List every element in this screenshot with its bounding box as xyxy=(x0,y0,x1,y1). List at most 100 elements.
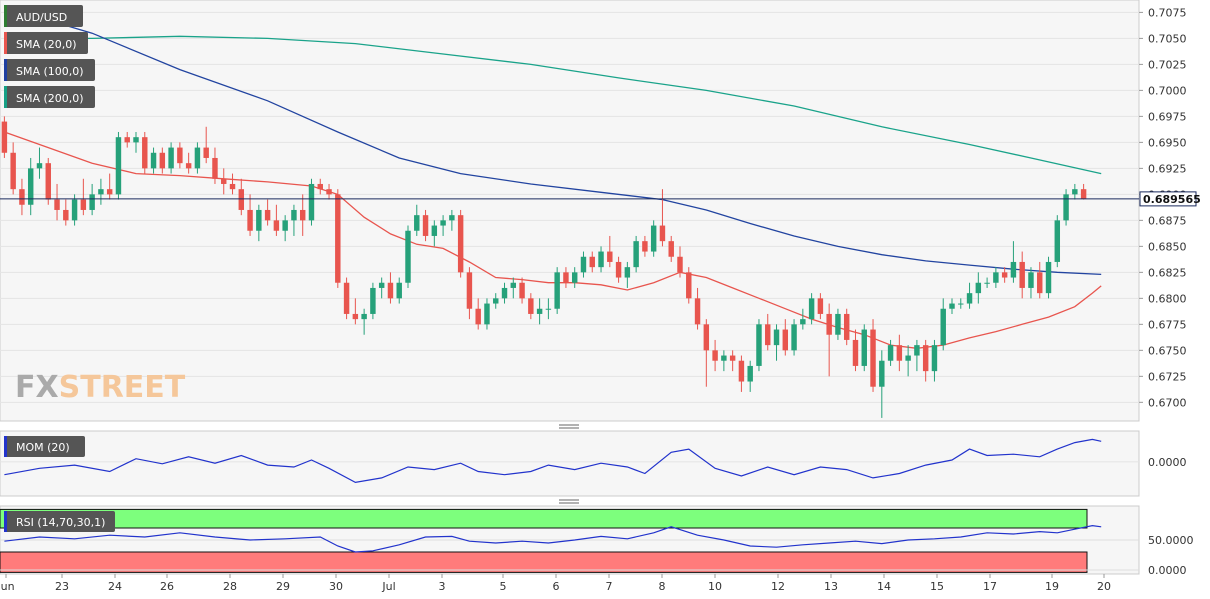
candle xyxy=(747,360,753,392)
resize-handle-momentum[interactable] xyxy=(559,499,579,504)
main-grid xyxy=(0,11,1139,403)
candle-body xyxy=(1019,261,1025,288)
candle xyxy=(966,282,973,309)
candle xyxy=(387,272,394,304)
candle-body xyxy=(975,282,982,294)
candle xyxy=(396,277,402,304)
candle-body xyxy=(475,308,481,325)
candle xyxy=(194,142,201,174)
time-tick-label: 29 xyxy=(276,580,290,593)
candle-body xyxy=(449,215,455,221)
legend-item-audusd[interactable]: AUD/USD xyxy=(4,5,83,27)
candle-body xyxy=(493,298,499,304)
candle-body xyxy=(870,329,876,387)
candlesticks xyxy=(1,116,1087,418)
candle-body xyxy=(27,168,34,205)
candle xyxy=(1019,251,1025,299)
time-tick-label: 17 xyxy=(983,580,997,593)
watermark-street: STREET xyxy=(59,370,186,405)
candle-body xyxy=(36,163,43,169)
candle xyxy=(256,204,262,242)
candle-body xyxy=(229,183,236,190)
candle xyxy=(308,178,315,226)
candle xyxy=(922,339,929,382)
time-tick-label: 26 xyxy=(160,580,174,593)
candle-body xyxy=(607,251,613,262)
candle-body xyxy=(773,329,780,346)
candle xyxy=(650,220,657,257)
candle xyxy=(808,293,815,325)
time-tick-label: 23 xyxy=(55,580,69,593)
candle xyxy=(326,183,332,200)
candle-body xyxy=(563,272,569,283)
candle xyxy=(931,339,938,382)
price-tick-label: 0.6925 xyxy=(1148,162,1187,175)
legend-label-momentum: MOM (20) xyxy=(16,441,70,454)
candle-body xyxy=(940,308,946,346)
watermark: FXSTREET xyxy=(15,370,186,405)
candle xyxy=(633,235,639,273)
legend-item-sma20[interactable]: SMA (20,0) xyxy=(4,32,88,54)
time-axis: Jun 23 24 26 28 29 30 Jul 3 5 6 7 8 10 12 13 14 15 17 19 20 xyxy=(0,574,1111,593)
legend-item-momentum[interactable]: MOM (20) xyxy=(4,436,85,457)
candle-body xyxy=(10,152,16,190)
resize-handle-main[interactable] xyxy=(559,424,579,429)
candle-body xyxy=(677,256,683,273)
time-tick-label: 20 xyxy=(1097,580,1111,593)
candle-body xyxy=(782,329,789,351)
candle-body xyxy=(800,319,806,325)
candle-body xyxy=(185,163,192,169)
candle xyxy=(422,209,429,242)
candle xyxy=(493,293,499,309)
candle-body xyxy=(1063,194,1069,221)
candle-body xyxy=(282,220,288,231)
candle-body xyxy=(922,345,929,372)
candle-body xyxy=(642,241,648,252)
candle xyxy=(879,350,885,418)
sma100-path xyxy=(4,6,1102,276)
time-tick-label: 6 xyxy=(553,580,560,593)
candle xyxy=(335,189,341,288)
legend-item-sma100[interactable]: SMA (100,0) xyxy=(4,59,95,81)
candle-body xyxy=(396,282,402,299)
candle xyxy=(800,308,806,330)
candle-body xyxy=(203,147,209,158)
candle-body xyxy=(63,209,69,221)
candle xyxy=(63,199,69,226)
candle xyxy=(1080,183,1087,200)
candle-body xyxy=(931,345,938,372)
rsi-axis-tick-0: 0.0000 xyxy=(1148,564,1187,577)
time-tick-label: 13 xyxy=(824,580,838,593)
candle-body xyxy=(879,360,885,387)
price-tick-label: 0.6850 xyxy=(1148,240,1187,253)
candle xyxy=(1028,267,1034,299)
candle-body xyxy=(712,350,718,361)
legend-item-sma200[interactable]: SMA (200,0) xyxy=(4,86,95,108)
candle xyxy=(694,287,701,330)
candle-body xyxy=(835,313,841,335)
candle-body xyxy=(431,225,438,236)
candle-body xyxy=(466,272,473,309)
legend-item-rsi[interactable]: RSI (14,70,30,1) xyxy=(4,511,115,532)
candle-body xyxy=(861,329,867,366)
candle-body xyxy=(335,194,341,283)
candle-body xyxy=(519,282,525,299)
candle-body xyxy=(966,293,973,304)
candle-body xyxy=(247,209,253,231)
time-tick-label: 12 xyxy=(771,580,785,593)
candle-body xyxy=(659,225,666,242)
candle xyxy=(843,308,850,346)
candle xyxy=(440,215,446,236)
candle xyxy=(1054,215,1061,268)
candle xyxy=(484,298,490,330)
candle xyxy=(852,329,859,372)
candle-body xyxy=(1072,189,1078,195)
candle-body xyxy=(633,241,639,268)
candle xyxy=(729,350,736,372)
candle xyxy=(914,339,920,372)
candle-body xyxy=(54,199,60,210)
candle xyxy=(861,324,867,372)
candle xyxy=(1063,189,1069,226)
candle-body xyxy=(887,345,894,361)
